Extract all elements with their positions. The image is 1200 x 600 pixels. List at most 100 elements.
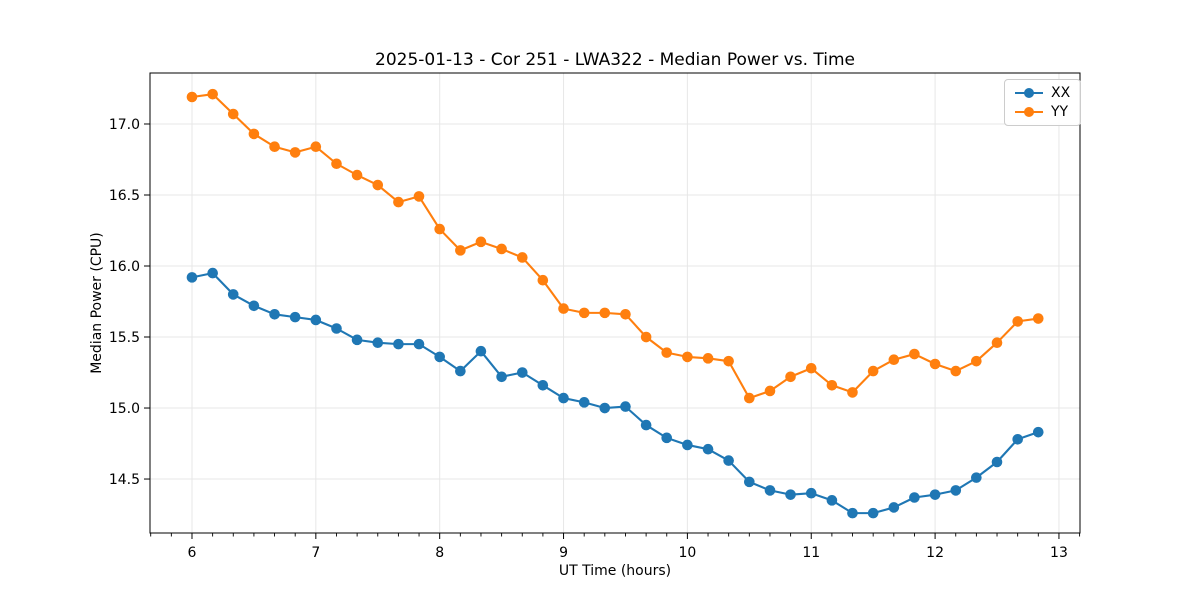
series-marker-yy [331, 158, 342, 170]
chart-title: 2025-01-13 - Cor 251 - LWA322 - Median P… [375, 50, 855, 70]
y-tick-label: 15.0 [109, 401, 140, 417]
series-marker-xx [578, 397, 590, 408]
series-marker-xx [661, 432, 673, 444]
legend-item-xx: XX [1014, 85, 1070, 101]
series-marker-xx [909, 492, 920, 503]
x-tick-label: 8 [435, 545, 444, 561]
series-marker-yy [888, 354, 900, 366]
series-marker-xx [207, 267, 218, 279]
series-marker-yy [207, 88, 218, 100]
series-marker-yy [805, 362, 817, 374]
x-tick-label: 6 [188, 545, 197, 561]
legend-label-yy: YY [1051, 104, 1069, 120]
series-marker-xx [847, 507, 858, 519]
series-marker-xx [475, 345, 487, 357]
series-marker-yy [1032, 313, 1044, 324]
series-marker-xx [805, 487, 817, 499]
series-marker-yy [744, 392, 755, 404]
series-marker-yy [640, 331, 652, 343]
series-marker-yy [599, 307, 611, 319]
series-marker-xx [929, 489, 941, 500]
series-marker-yy [269, 141, 280, 153]
series-marker-yy [558, 303, 569, 314]
series-marker-yy [950, 365, 962, 377]
y-axis-label: Median Power (CPU) [89, 232, 105, 374]
series-marker-yy [289, 147, 301, 158]
series-marker-xx [620, 401, 631, 412]
series-marker-xx [393, 338, 404, 350]
x-tick-label: 11 [802, 545, 820, 561]
series-marker-yy [413, 191, 425, 202]
x-tick-label: 13 [1050, 545, 1068, 561]
series-marker-xx [888, 502, 900, 513]
series-line-xx [190, 272, 1040, 515]
xx-line-marker-icon [1015, 88, 1043, 98]
legend-label-xx: XX [1051, 85, 1071, 101]
x-tick-label: 7 [311, 545, 320, 561]
series-marker-yy [393, 196, 404, 208]
series-marker-xx [331, 323, 342, 334]
series-marker-yy [455, 245, 466, 256]
series-marker-xx [227, 289, 239, 300]
series-marker-yy [578, 307, 590, 319]
series-marker-xx [310, 314, 322, 326]
series-marker-xx [640, 419, 652, 431]
series-marker-xx [496, 371, 507, 383]
series-marker-xx [991, 456, 1003, 468]
series-marker-yy [516, 252, 528, 263]
series-marker-yy [847, 387, 858, 398]
series-marker-xx [744, 476, 755, 488]
series-marker-yy [372, 179, 384, 191]
series-marker-yy [929, 358, 941, 370]
series-marker-xx [248, 300, 260, 312]
series-marker-xx [1012, 433, 1024, 445]
series-marker-yy [971, 355, 982, 367]
series-marker-xx [702, 443, 714, 455]
series-marker-xx [434, 351, 445, 363]
series-marker-yy [702, 353, 714, 364]
y-tick-label: 14.5 [109, 472, 140, 488]
yy-line-marker-icon [1015, 107, 1043, 117]
series-marker-xx [723, 455, 734, 466]
y-tick-label: 17.0 [109, 117, 140, 133]
series-marker-yy [434, 223, 445, 235]
series-marker-xx [269, 308, 280, 320]
series-marker-xx [950, 485, 962, 496]
series-marker-yy [475, 236, 487, 248]
series-marker-xx [372, 337, 384, 348]
series-marker-yy [620, 308, 631, 320]
series-marker-yy [186, 91, 198, 103]
series-marker-yy [248, 128, 260, 140]
series-marker-yy [909, 348, 920, 360]
series-marker-xx [516, 367, 528, 378]
series-marker-xx [558, 392, 569, 404]
legend: XX YY [1004, 79, 1082, 126]
series-marker-xx [826, 495, 838, 506]
series-marker-xx [289, 311, 301, 323]
series-marker-yy [682, 351, 693, 363]
series-marker-yy [310, 141, 322, 153]
series-marker-yy [496, 243, 507, 255]
series-marker-xx [764, 485, 776, 496]
series-marker-xx [971, 472, 982, 483]
plot-border [149, 72, 1081, 534]
series-marker-xx [537, 380, 549, 391]
series-marker-xx [867, 507, 879, 519]
series-marker-yy [351, 169, 363, 181]
y-tick-label: 15.5 [109, 330, 140, 346]
x-tick-label: 10 [678, 545, 696, 561]
y-tick-label: 16.0 [109, 259, 140, 275]
x-tick-label: 9 [559, 545, 568, 561]
series-marker-yy [991, 337, 1003, 348]
series-marker-xx [1032, 426, 1044, 438]
series-marker-yy [723, 355, 734, 367]
series-marker-xx [413, 338, 425, 350]
x-axis-label: UT Time (hours) [558, 563, 672, 579]
series-marker-xx [682, 439, 693, 451]
x-tick-label: 12 [926, 545, 944, 561]
series-marker-yy [1012, 316, 1024, 327]
series-marker-yy [227, 108, 239, 120]
series-marker-yy [764, 385, 776, 397]
